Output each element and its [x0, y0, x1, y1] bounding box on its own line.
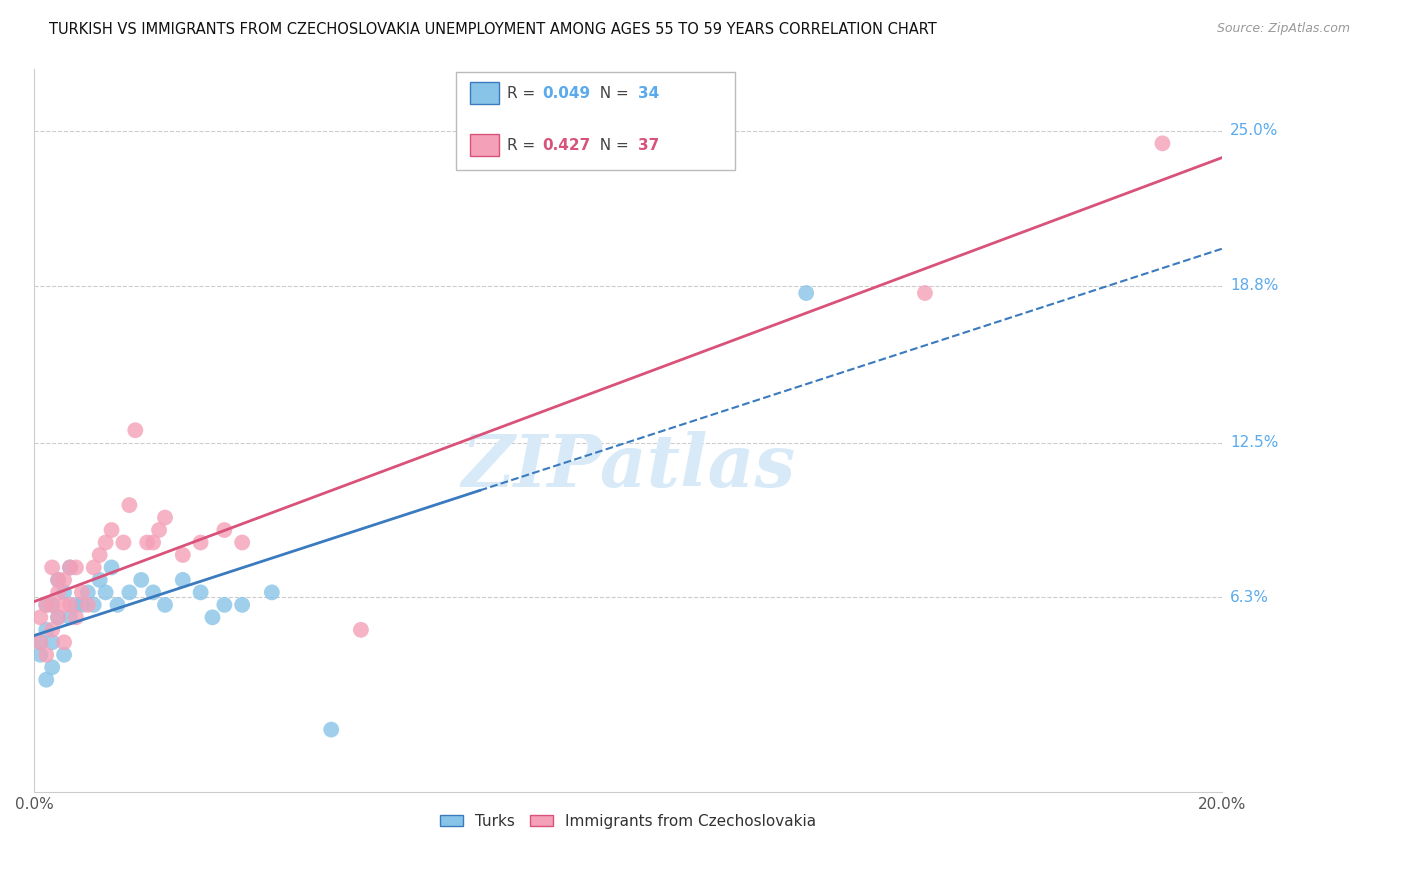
Point [46, 573, 69, 587]
Text: R =: R = [508, 138, 540, 153]
FancyBboxPatch shape [456, 72, 735, 169]
Text: N =: N = [591, 138, 634, 153]
Point [35, 598, 58, 612]
Point [118, 585, 141, 599]
Point [148, 523, 170, 537]
Point [190, 585, 212, 599]
Text: Source: ZipAtlas.com: Source: ZipAtlas.com [1216, 22, 1350, 36]
Point [65, 598, 87, 612]
Text: N =: N = [591, 87, 634, 102]
Point [107, 598, 129, 612]
Point [214, 598, 236, 612]
Point [41, 635, 63, 649]
Point [53, 635, 76, 649]
Text: R =: R = [508, 87, 540, 102]
Point [190, 535, 212, 549]
Text: 37: 37 [637, 138, 659, 153]
Point [136, 535, 159, 549]
Point [41, 660, 63, 674]
Point [94, 535, 117, 549]
Point [59, 560, 82, 574]
Point [53, 585, 76, 599]
Point [83, 598, 105, 612]
Point [172, 548, 194, 562]
Point [65, 610, 87, 624]
Text: 34: 34 [637, 87, 659, 102]
FancyBboxPatch shape [470, 135, 499, 156]
Text: 25.0%: 25.0% [1230, 123, 1278, 138]
Point [83, 560, 105, 574]
Point [89, 573, 111, 587]
Point [70, 585, 93, 599]
Point [30, 635, 52, 649]
Point [201, 610, 224, 624]
Point [70, 598, 93, 612]
Text: 12.5%: 12.5% [1230, 435, 1278, 450]
Point [59, 610, 82, 624]
Point [35, 673, 58, 687]
Point [153, 510, 176, 524]
Point [53, 573, 76, 587]
Point [172, 573, 194, 587]
Point [46, 573, 69, 587]
Point [142, 585, 165, 599]
Point [59, 560, 82, 574]
Point [321, 723, 343, 737]
Point [142, 535, 165, 549]
Text: 18.8%: 18.8% [1230, 278, 1278, 293]
Point [59, 598, 82, 612]
Point [35, 598, 58, 612]
Text: 0.049: 0.049 [543, 87, 591, 102]
Point [231, 535, 253, 549]
Point [65, 560, 87, 574]
Point [76, 585, 98, 599]
Point [76, 598, 98, 612]
Point [89, 548, 111, 562]
Text: ZIPatlas: ZIPatlas [461, 431, 796, 502]
Point [231, 598, 253, 612]
Text: TURKISH VS IMMIGRANTS FROM CZECHOSLOVAKIA UNEMPLOYMENT AMONG AGES 55 TO 59 YEARS: TURKISH VS IMMIGRANTS FROM CZECHOSLOVAKI… [49, 22, 936, 37]
Point [41, 598, 63, 612]
Point [30, 635, 52, 649]
Point [35, 623, 58, 637]
Text: 0.427: 0.427 [543, 138, 591, 153]
Point [124, 423, 146, 437]
Point [914, 286, 936, 301]
Point [1152, 136, 1174, 151]
Point [53, 598, 76, 612]
Point [129, 573, 152, 587]
Point [118, 498, 141, 512]
Point [46, 610, 69, 624]
Legend: Turks, Immigrants from Czechoslovakia: Turks, Immigrants from Czechoslovakia [433, 808, 823, 835]
Point [35, 648, 58, 662]
Point [94, 585, 117, 599]
Point [46, 610, 69, 624]
Point [214, 523, 236, 537]
Point [41, 623, 63, 637]
Point [41, 598, 63, 612]
Point [260, 585, 283, 599]
Point [794, 286, 817, 301]
Text: 6.3%: 6.3% [1230, 590, 1270, 605]
Point [100, 560, 122, 574]
Point [112, 535, 135, 549]
Point [41, 560, 63, 574]
FancyBboxPatch shape [470, 82, 499, 104]
Point [350, 623, 373, 637]
Point [153, 598, 176, 612]
Point [53, 648, 76, 662]
Point [30, 610, 52, 624]
Point [100, 523, 122, 537]
Point [30, 648, 52, 662]
Point [46, 585, 69, 599]
